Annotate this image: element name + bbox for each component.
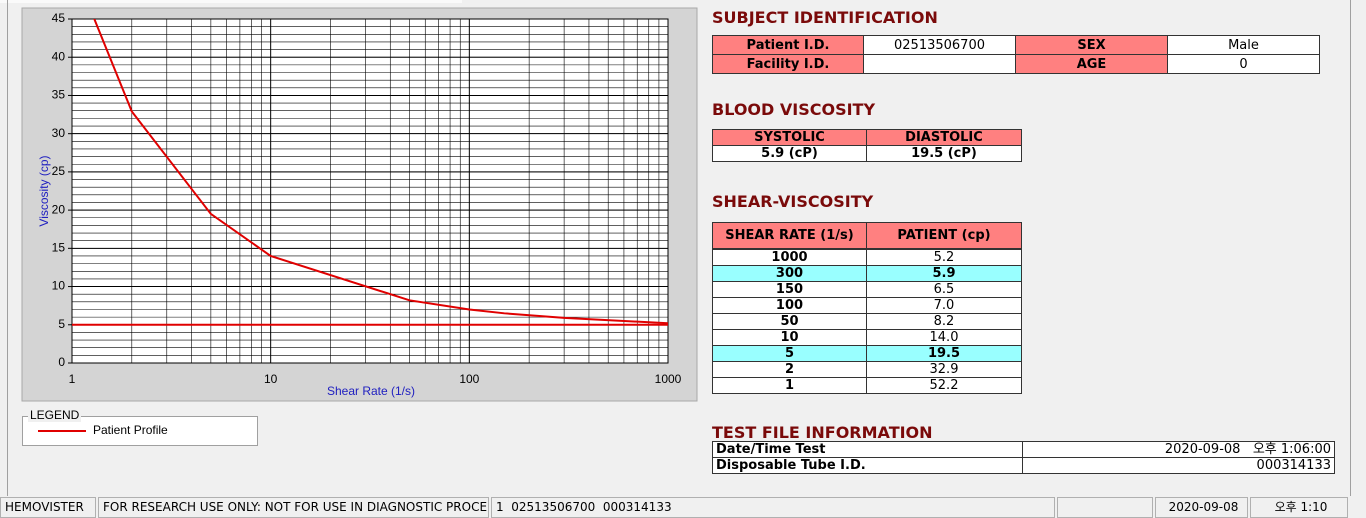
status-cell: 오후 1:10	[1250, 497, 1348, 518]
table-cell: 50	[712, 313, 867, 330]
x-tick-label: 1000	[655, 372, 682, 386]
table-cell: Disposable Tube I.D.	[712, 457, 1023, 474]
table-cell: 2	[712, 361, 867, 378]
table-header: SHEAR RATE (1/s)	[712, 222, 867, 249]
status-cell: 2020-09-08	[1155, 497, 1248, 518]
table-cell: 6.5	[866, 281, 1022, 298]
right-border	[1350, 0, 1351, 496]
table-cell: 150	[712, 281, 867, 298]
table-cell: 2020-09-08 오후 1:06:00	[1022, 441, 1335, 458]
table-cell: Patient I.D.	[712, 35, 864, 55]
section-title: SUBJECT IDENTIFICATION	[712, 8, 938, 27]
table-cell: 14.0	[866, 329, 1022, 346]
series-line	[93, 19, 668, 325]
table-cell: 0	[1167, 54, 1320, 74]
table-header: SYSTOLIC	[712, 129, 867, 146]
table-cell: Facility I.D.	[712, 54, 864, 74]
table-header: PATIENT (cp)	[866, 222, 1022, 249]
y-tick-label: 5	[58, 317, 65, 331]
status-cell	[1057, 497, 1153, 518]
table-cell: Male	[1167, 35, 1320, 55]
y-tick-label: 15	[52, 241, 66, 255]
x-tick-label: 10	[264, 372, 278, 386]
section-title: SHEAR-VISCOSITY	[712, 192, 874, 211]
table-cell: 10	[712, 329, 867, 346]
table-header: DIASTOLIC	[866, 129, 1022, 146]
table-cell: 19.5	[866, 345, 1022, 362]
status-cell: 1 02513506700 000314133	[491, 497, 1055, 518]
table-cell: 1	[712, 377, 867, 394]
plot-frame	[71, 18, 669, 364]
table-cell: 5.2	[866, 249, 1022, 266]
y-tick-label: 0	[58, 355, 65, 369]
status-cell: HEMOVISTER	[0, 497, 96, 518]
table-cell: AGE	[1015, 54, 1168, 74]
status-cell: FOR RESEARCH USE ONLY: NOT FOR USE IN DI…	[98, 497, 489, 518]
y-tick-label: 30	[52, 126, 66, 140]
table-cell: 32.9	[866, 361, 1022, 378]
y-tick-label: 45	[52, 11, 66, 25]
y-tick-label: 40	[52, 49, 66, 63]
x-tick-label: 100	[459, 372, 479, 386]
y-tick-label: 35	[52, 88, 66, 102]
table-cell: 5.9 (cP)	[712, 145, 867, 162]
y-axis-label: Viscosity (cp)	[37, 155, 51, 226]
legend-title: LEGEND	[28, 408, 82, 422]
x-tick-label: 1	[69, 372, 76, 386]
y-tick-label: 25	[52, 164, 66, 178]
legend-label: Patient Profile	[93, 423, 168, 437]
table-cell: 02513506700	[863, 35, 1016, 55]
table-cell: 52.2	[866, 377, 1022, 394]
x-axis-label: Shear Rate (1/s)	[327, 384, 415, 398]
top-strip	[0, 0, 462, 3]
table-cell: SEX	[1015, 35, 1168, 55]
section-title: BLOOD VISCOSITY	[712, 100, 876, 119]
table-cell: 000314133	[1022, 457, 1335, 474]
legend-swatch	[38, 430, 86, 432]
plot-area	[72, 19, 668, 363]
table-cell: 5.9	[866, 265, 1022, 282]
table-cell: 1000	[712, 249, 867, 266]
chart: Shear Rate (1/s) Viscosity (cp) 0 5 10 15 20…	[21, 7, 698, 402]
table-cell: 7.0	[866, 297, 1022, 314]
table-cell: 100	[712, 297, 867, 314]
left-border	[7, 0, 8, 496]
section-title: TEST FILE INFORMATION	[712, 423, 933, 442]
table-cell: 300	[712, 265, 867, 282]
table-cell: 8.2	[866, 313, 1022, 330]
y-tick-label: 10	[52, 279, 66, 293]
y-tick-label: 20	[52, 202, 66, 216]
table-cell	[863, 54, 1016, 74]
table-cell: 5	[712, 345, 867, 362]
table-cell: Date/Time Test	[712, 441, 1023, 458]
table-cell: 19.5 (cP)	[866, 145, 1022, 162]
